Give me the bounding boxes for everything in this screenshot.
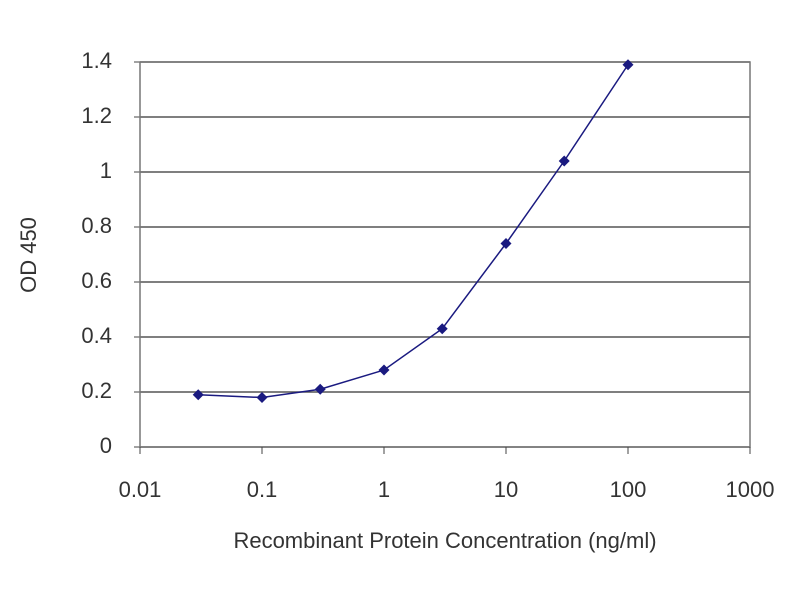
x-axis-title: Recombinant Protein Concentration (ng/ml… <box>233 528 656 553</box>
x-tick-label: 100 <box>610 477 647 502</box>
x-tick-label: 10 <box>494 477 518 502</box>
data-point <box>314 383 326 395</box>
x-tick-label: 1000 <box>726 477 775 502</box>
plot-frame <box>139 61 751 448</box>
data-point <box>192 389 204 401</box>
y-tick-label: 0 <box>100 433 112 458</box>
data-point <box>558 155 570 167</box>
x-tick-label: 0.1 <box>247 477 278 502</box>
data-point <box>436 323 448 335</box>
x-tick-label: 0.01 <box>119 477 162 502</box>
data-point <box>500 238 512 249</box>
data-point <box>256 392 268 403</box>
y-tick-label: 0.4 <box>81 323 112 348</box>
y-tick-label: 0.2 <box>81 378 112 403</box>
y-tick-label: 1.4 <box>81 48 112 73</box>
y-tick-label: 1.2 <box>81 103 112 128</box>
data-point <box>622 59 634 71</box>
series-line <box>198 64 629 399</box>
x-tick-label: 1 <box>378 477 390 502</box>
y-axis-title: OD 450 <box>16 217 41 293</box>
y-tick-label: 0.6 <box>81 268 112 293</box>
data-point <box>378 364 390 376</box>
y-tick-label: 1 <box>100 158 112 183</box>
y-tick-label: 0.8 <box>81 213 112 238</box>
